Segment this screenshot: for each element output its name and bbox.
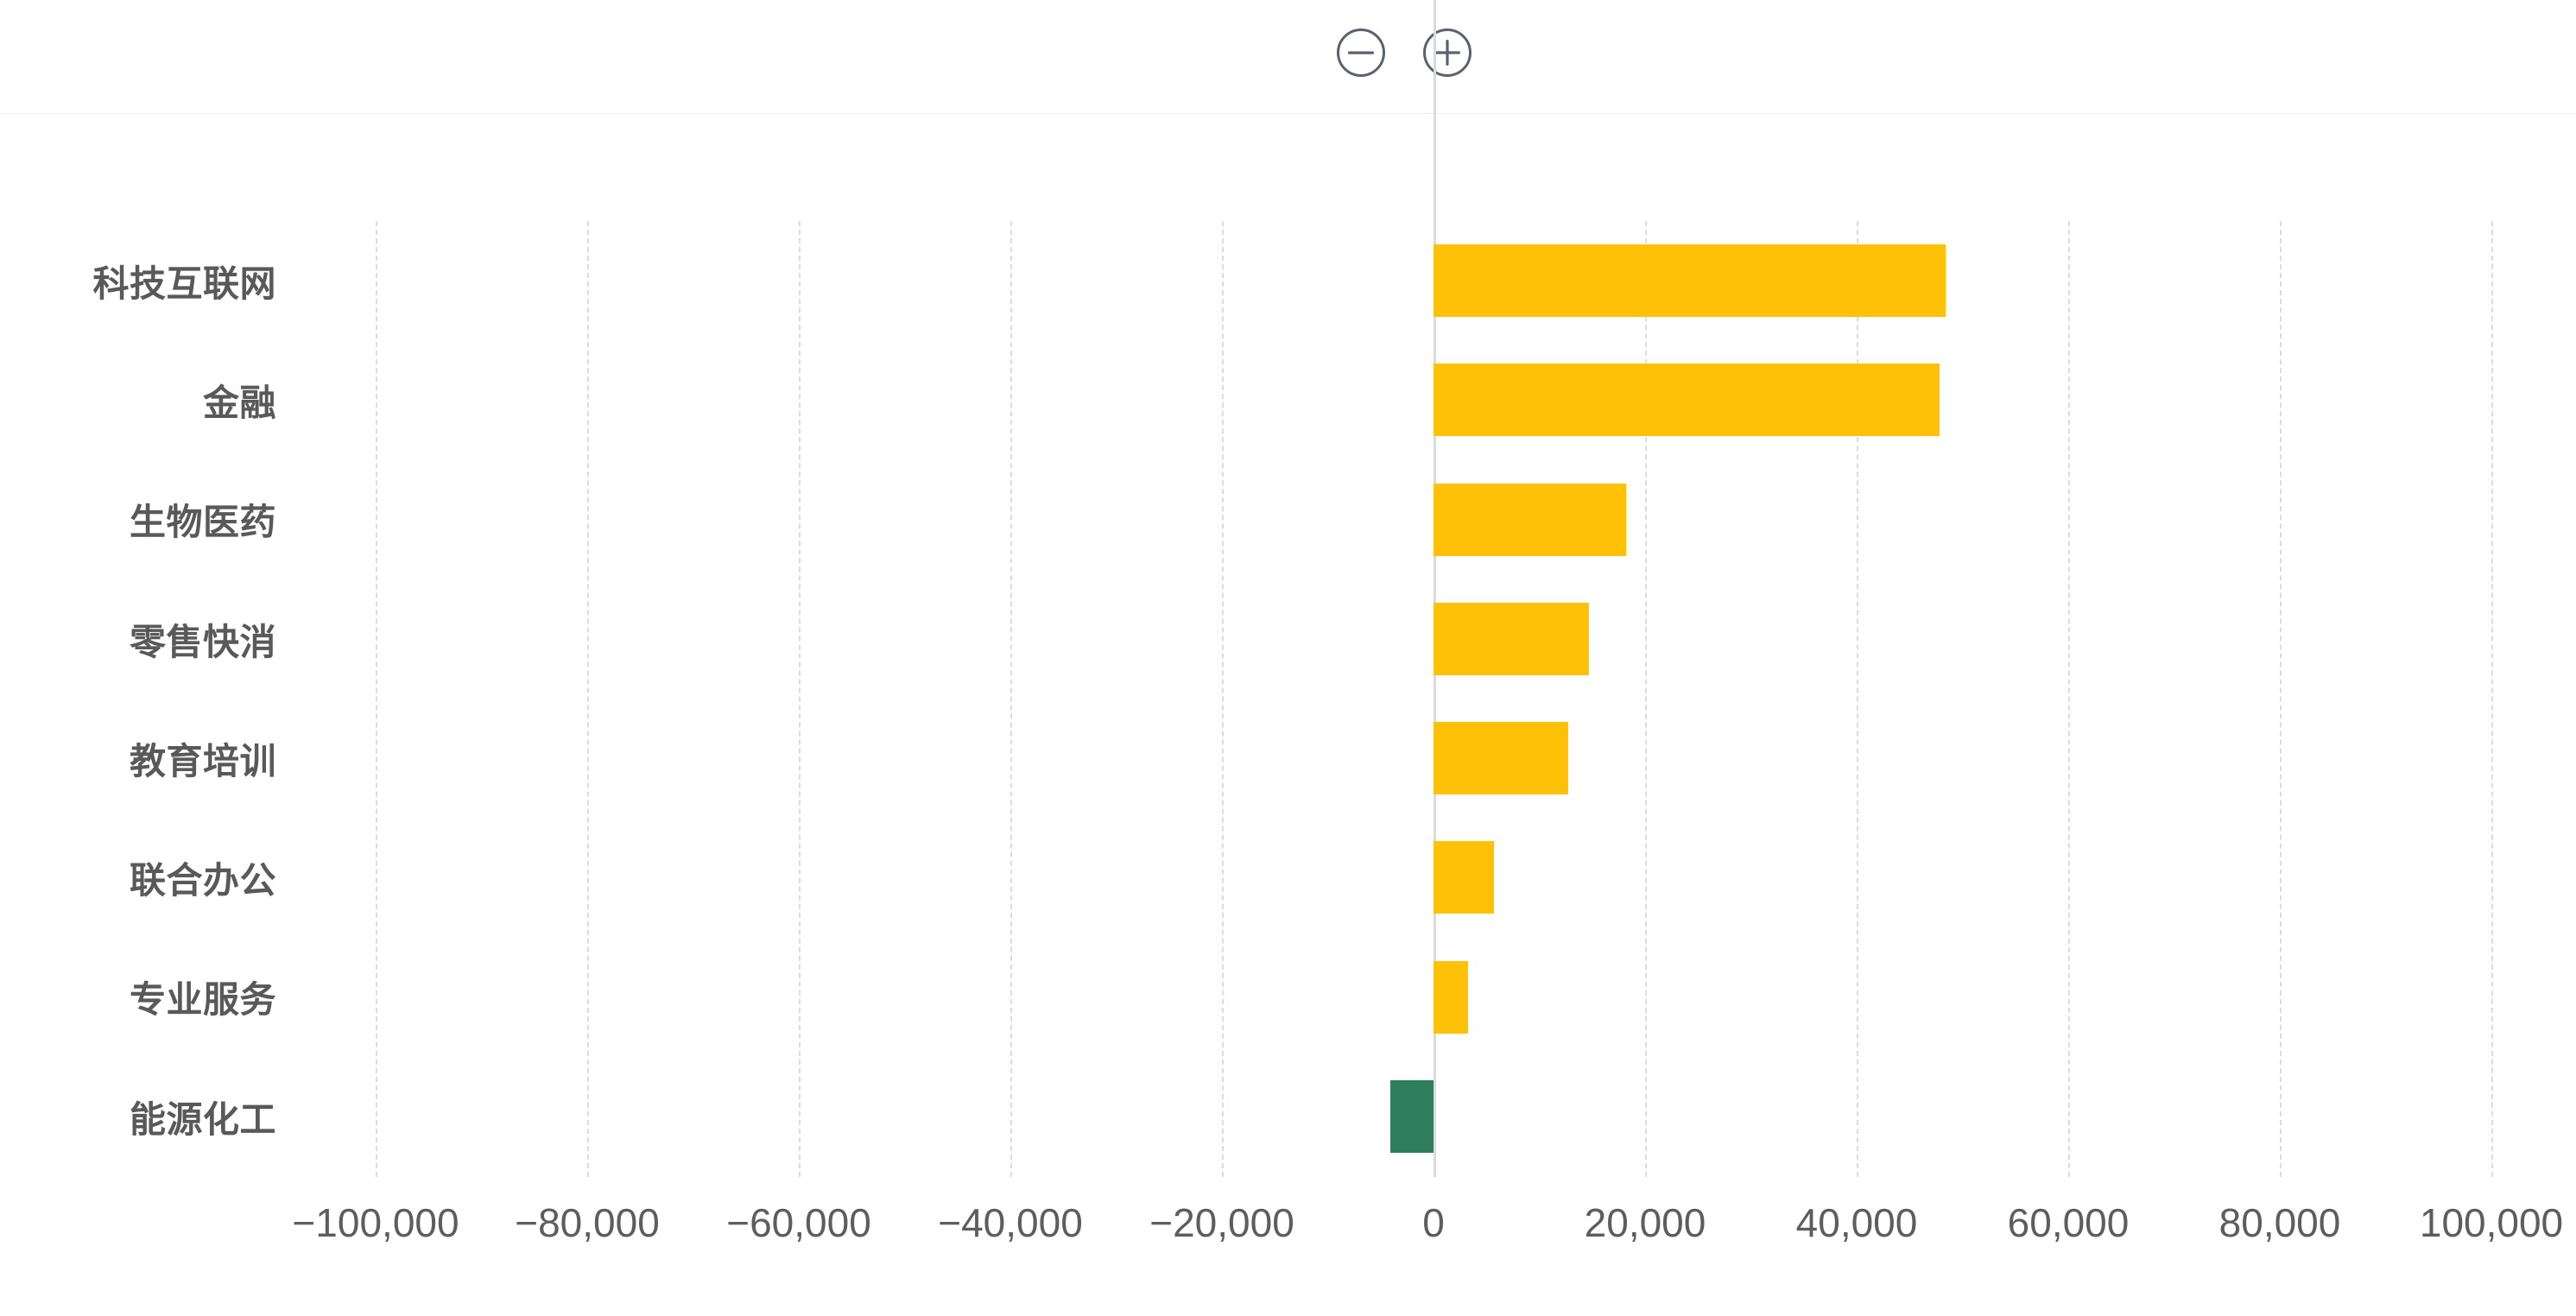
bar[interactable] bbox=[1389, 1080, 1434, 1154]
category-label: 科技互联网 bbox=[92, 263, 276, 304]
bar-row: 教育培训 bbox=[0, 699, 2576, 818]
bar-row: 专业服务 bbox=[0, 938, 2576, 1057]
x-tick-label: −60,000 bbox=[726, 1200, 871, 1245]
bar[interactable] bbox=[1434, 722, 1568, 795]
category-label: 专业服务 bbox=[129, 979, 276, 1021]
bar[interactable] bbox=[1434, 960, 1469, 1034]
bar[interactable] bbox=[1434, 364, 1940, 437]
toolbar-divider bbox=[0, 113, 2576, 114]
bar[interactable] bbox=[1434, 244, 1946, 317]
zoom-controls bbox=[1337, 28, 1472, 77]
x-tick-label: −100,000 bbox=[292, 1200, 459, 1245]
x-tick-label: −40,000 bbox=[938, 1200, 1083, 1245]
bar-row: 金融 bbox=[0, 340, 2576, 459]
plus-circle-icon bbox=[1434, 40, 1460, 66]
x-tick-label: 60,000 bbox=[2007, 1200, 2130, 1245]
bar-row: 科技互联网 bbox=[0, 221, 2576, 340]
bar-rows: 科技互联网金融生物医药零售快消教育培训联合办公专业服务能源化工 bbox=[0, 221, 2576, 1177]
plot-area: 科技互联网金融生物医药零售快消教育培训联合办公专业服务能源化工 bbox=[0, 0, 2576, 1177]
category-label: 金融 bbox=[202, 382, 276, 423]
bar-row: 能源化工 bbox=[0, 1057, 2576, 1176]
x-tick-label: 80,000 bbox=[2218, 1200, 2341, 1245]
bar-row: 生物医药 bbox=[0, 460, 2576, 579]
bar[interactable] bbox=[1434, 483, 1626, 556]
category-label: 教育培训 bbox=[129, 740, 276, 781]
x-tick-label: −80,000 bbox=[515, 1200, 660, 1245]
x-tick-label: 20,000 bbox=[1584, 1200, 1706, 1245]
bar[interactable] bbox=[1434, 841, 1494, 914]
category-label: 能源化工 bbox=[129, 1098, 276, 1140]
bar-row: 零售快消 bbox=[0, 579, 2576, 699]
zoom-in-button[interactable] bbox=[1423, 28, 1472, 77]
x-tick-label: −20,000 bbox=[1149, 1200, 1294, 1245]
x-tick-label: 40,000 bbox=[1795, 1200, 1918, 1245]
bar-row: 联合办公 bbox=[0, 818, 2576, 937]
category-label: 零售快消 bbox=[129, 621, 276, 662]
x-tick-label: 100,000 bbox=[2419, 1200, 2564, 1245]
minus-circle-icon bbox=[1348, 50, 1374, 55]
bar[interactable] bbox=[1434, 602, 1590, 675]
zoom-out-button[interactable] bbox=[1337, 28, 1385, 77]
x-axis: −100,000 −80,000 −60,000 −40,000 −20,000 0 20,… bbox=[0, 1177, 2576, 1316]
category-label: 生物医药 bbox=[129, 502, 276, 543]
chart-toolbar bbox=[0, 0, 2576, 114]
category-label: 联合办公 bbox=[129, 860, 276, 902]
x-tick-label: 0 bbox=[1422, 1200, 1445, 1245]
